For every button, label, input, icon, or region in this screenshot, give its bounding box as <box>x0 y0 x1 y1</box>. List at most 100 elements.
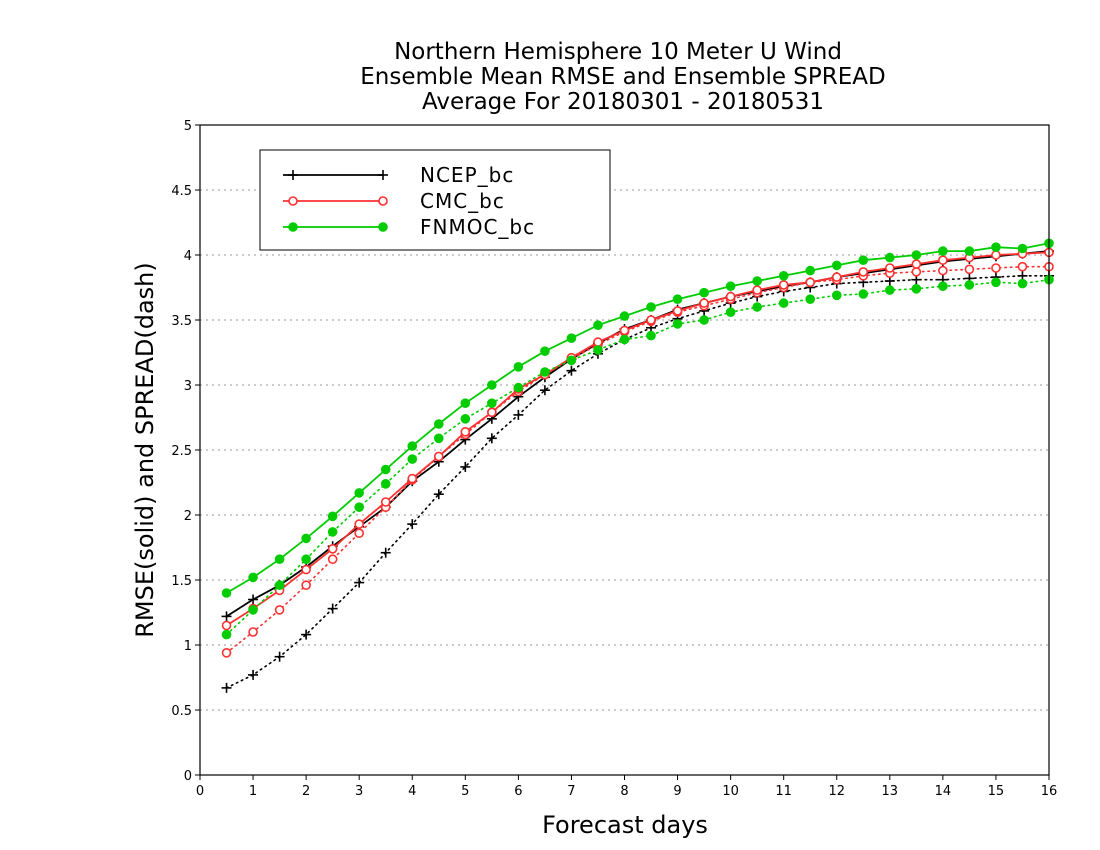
cmc-bc-rmse-point <box>327 543 338 554</box>
cmc-bc-rmse-point <box>911 259 922 269</box>
fnmoc-bc-spread-point <box>672 319 683 329</box>
x-tick-label: 8 <box>620 784 628 799</box>
legend-label-fnmoc-bc: FNMOC_bc <box>420 215 535 239</box>
cmc-bc-spread-point <box>1017 261 1028 272</box>
title-line-1: Northern Hemisphere 10 Meter U Wind <box>394 39 842 65</box>
x-tick-label: 4 <box>408 784 416 799</box>
fnmoc-bc-rmse-point <box>380 464 391 475</box>
cmc-bc-spread-point <box>991 263 1001 273</box>
x-tick-label: 10 <box>722 784 739 799</box>
x-tick-label: 2 <box>302 784 310 799</box>
ncep-bc-spread-point <box>354 577 365 588</box>
fnmoc-bc-rmse-point <box>566 333 577 344</box>
y-tick-label: 4 <box>184 249 192 264</box>
fnmoc-bc-rmse-point <box>221 588 232 598</box>
cmc-bc-rmse-point <box>354 519 364 529</box>
fnmoc-bc-rmse-point <box>619 311 630 321</box>
fnmoc-bc-rmse-point <box>540 346 550 357</box>
fnmoc-bc-spread-point <box>619 334 630 345</box>
fnmoc-bc-spread-point <box>699 315 709 325</box>
cmc-bc-rmse-point <box>938 255 948 266</box>
cmc-bc-rmse-point <box>593 337 603 347</box>
fnmoc-bc-spread-point <box>460 414 471 424</box>
cmc-bc-rmse-point <box>699 298 709 308</box>
fnmoc-bc-rmse-point <box>513 362 524 372</box>
y-tick-label: 5 <box>184 119 192 134</box>
x-tick-label: 7 <box>567 784 575 799</box>
y-tick-label: 2 <box>184 509 192 524</box>
fnmoc-bc-spread-point <box>327 527 338 537</box>
y-tick-label: 2.5 <box>171 444 192 459</box>
fnmoc-bc-spread-point <box>725 307 736 318</box>
fnmoc-bc-spread-point <box>911 284 922 294</box>
fnmoc-bc-rmse-point <box>248 572 258 583</box>
y-tick-label: 1.5 <box>171 574 192 589</box>
chart-title: Northern Hemisphere 10 Meter U Wind Ense… <box>360 39 885 115</box>
legend-marker-fnmoc-bc <box>378 222 388 232</box>
cmc-bc-spread-point <box>221 647 232 658</box>
fnmoc-bc-rmse-point <box>778 271 789 281</box>
y-tick-label: 0 <box>184 769 192 784</box>
x-tick-label: 16 <box>1041 784 1058 799</box>
cmc-bc-rmse-point <box>646 315 656 325</box>
x-axis-title: Forecast days <box>542 811 708 839</box>
legend-marker-cmc-bc <box>288 196 298 206</box>
fnmoc-bc-rmse-line <box>226 242 1050 594</box>
fnmoc-bc-rmse-point <box>991 242 1001 252</box>
x-tick-label: 12 <box>828 784 845 799</box>
fnmoc-bc-spread-point <box>433 433 444 444</box>
x-tick-label: 11 <box>775 784 792 799</box>
fnmoc-bc-spread-point <box>407 454 418 464</box>
fnmoc-bc-spread-point <box>646 330 656 341</box>
fnmoc-bc-rmse-point <box>911 250 922 260</box>
fnmoc-bc-rmse-point <box>1017 243 1028 254</box>
cmc-bc-spread-point <box>248 627 258 637</box>
fnmoc-bc-spread-point <box>513 382 524 393</box>
fnmoc-bc-spread-line <box>225 278 1050 636</box>
ncep-bc-spread-point <box>407 519 418 530</box>
ncep-bc-spread-point <box>539 385 550 396</box>
ncep-bc-spread-point <box>380 547 391 558</box>
cmc-bc-rmse-point <box>221 620 232 631</box>
legend-marker-fnmoc-bc <box>288 222 298 232</box>
x-tick-label: 0 <box>196 784 204 799</box>
cmc-bc-rmse-point <box>301 564 311 575</box>
title-line-3: Average For 20180301 - 20180531 <box>422 89 824 115</box>
cmc-bc-rmse-point <box>380 497 391 507</box>
fnmoc-bc-rmse-point <box>407 441 418 451</box>
fnmoc-bc-rmse-point <box>646 302 656 312</box>
ncep-bc-spread-point <box>248 669 259 680</box>
ncep-bc-rmse-point <box>248 594 259 605</box>
fnmoc-bc-rmse-point <box>354 488 364 498</box>
ncep-bc-rmse-point <box>221 611 232 622</box>
cmc-bc-spread-point <box>327 554 338 565</box>
fnmoc-bc-rmse-point <box>725 281 736 292</box>
cmc-bc-rmse-point <box>858 267 869 277</box>
x-tick-label: 14 <box>935 784 952 799</box>
cmc-bc-spread-point <box>964 264 975 275</box>
fnmoc-bc-rmse-point <box>858 255 869 266</box>
cmc-bc-rmse-point <box>991 250 1001 260</box>
ncep-bc-spread-point <box>460 461 471 472</box>
y-tick-label: 4.5 <box>171 184 192 199</box>
fnmoc-bc-rmse-point <box>593 320 603 331</box>
fnmoc-bc-spread-point <box>831 290 842 301</box>
fnmoc-bc-spread-point <box>593 345 603 355</box>
y-tick-label: 3 <box>184 379 192 394</box>
fnmoc-bc-rmse-point <box>327 511 338 522</box>
ncep-bc-spread-point <box>327 603 338 614</box>
fnmoc-bc-spread-point <box>1017 278 1028 289</box>
fnmoc-bc-rmse-point <box>805 265 816 276</box>
fnmoc-bc-rmse-point <box>301 533 311 544</box>
cmc-bc-rmse-point <box>805 277 816 288</box>
y-tick-label: 3.5 <box>171 314 192 329</box>
title-line-2: Ensemble Mean RMSE and Ensemble SPREAD <box>360 64 885 90</box>
cmc-bc-rmse-line <box>226 251 1050 627</box>
cmc-bc-rmse-point <box>778 280 789 290</box>
x-tick-label: 3 <box>355 784 363 799</box>
x-tick-label: 15 <box>988 784 1005 799</box>
cmc-bc-spread-point <box>274 605 285 615</box>
axis-ticks: 00.511.522.533.544.550 1 2 3 4 5 6 7 8 9 10 11 12 13 1… <box>171 119 1057 799</box>
x-tick-label: 13 <box>882 784 899 799</box>
